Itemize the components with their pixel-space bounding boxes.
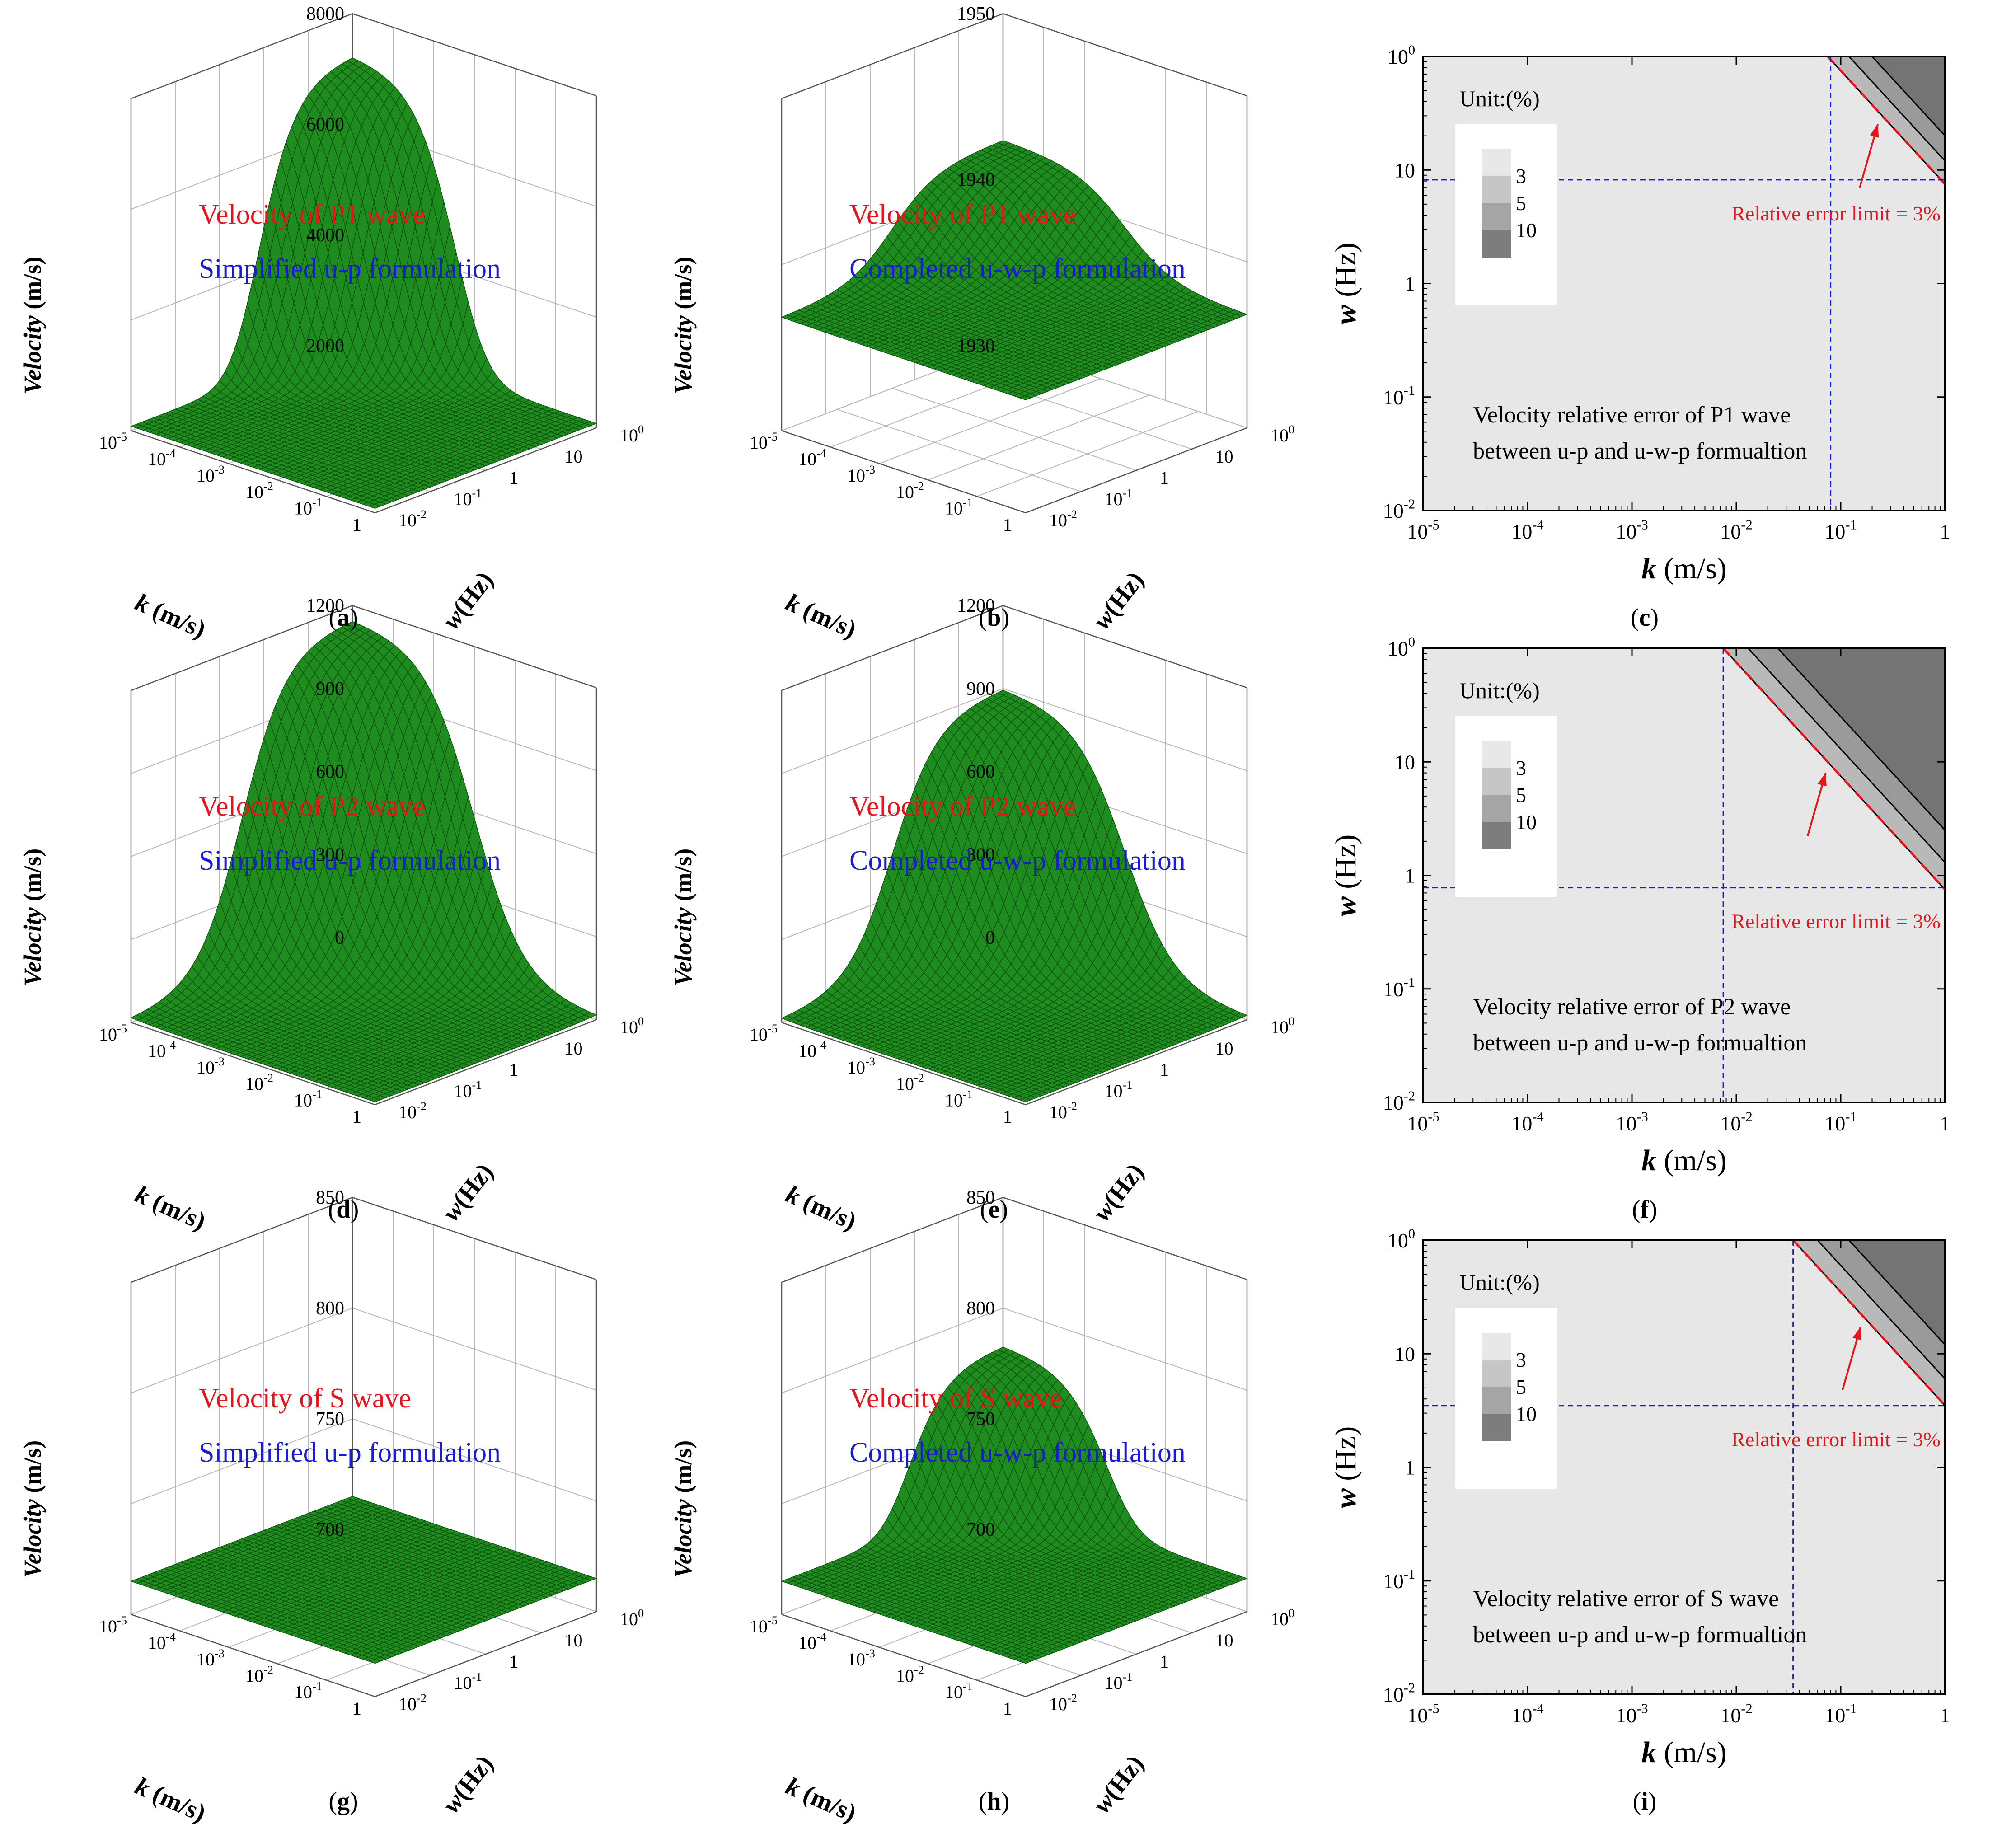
z-tick-label: 1950	[957, 4, 995, 24]
floor-gridline	[892, 388, 1137, 471]
floor-gridline	[837, 409, 1081, 492]
k-tick-label: 10-4	[148, 446, 176, 469]
legend-title: Unit:(%)	[1459, 86, 1540, 111]
axis-frame	[781, 13, 1247, 99]
z-axis-label: Velocity (m/s)	[19, 257, 46, 394]
w-tick-label: 100	[620, 422, 644, 445]
w-tick-label: 10	[1215, 446, 1233, 467]
k-tick-label: 10-5	[99, 430, 127, 453]
y-tick-label: 10-2	[1383, 496, 1415, 522]
legend-level-label: 5	[1516, 192, 1526, 215]
k-tick-label: 10-2	[245, 479, 273, 502]
w-tick-label: 1	[1160, 468, 1169, 488]
z-tick-label: 8000	[306, 4, 344, 24]
z-tick-label: 1940	[957, 170, 995, 191]
chart-title: Velocity of P1 wave	[199, 199, 425, 230]
chart-subtitle: Simplified u-p formulation	[199, 253, 501, 284]
x-axis-label: k (m/s)	[1641, 552, 1727, 585]
z-tick-label: 2000	[306, 336, 344, 356]
z-tick-label: 1930	[957, 336, 995, 356]
surface-mesh	[130, 57, 597, 509]
k-tick-label: 10-4	[798, 446, 826, 469]
chart-subtitle: between u-p and u-w-p formualtion	[1473, 438, 1807, 464]
axis-frame	[131, 13, 597, 99]
w-tick-label: 100	[1271, 422, 1294, 445]
w-tick-label: 10-2	[1049, 507, 1077, 530]
y-tick-label: 1	[1405, 272, 1415, 295]
x-tick-label: 10-2	[1720, 517, 1752, 543]
w-tick-label: 10-2	[399, 507, 427, 530]
k-tick-label: 10-1	[945, 496, 973, 519]
x-tick-label: 10-5	[1407, 517, 1439, 543]
wall-gridline	[781, 13, 1247, 99]
axis-frame	[131, 427, 597, 514]
x-tick-label: 10-1	[1824, 517, 1857, 543]
x-tick-label: 1	[1940, 520, 1950, 543]
k-tick-label: 10-3	[847, 463, 875, 486]
x-axis-label: k (m/s)	[131, 588, 210, 644]
x-tick-label: 10-4	[1511, 517, 1543, 543]
x-axis-label: k (m/s)	[782, 588, 860, 644]
chart-title: Velocity of P1 wave	[849, 199, 1076, 230]
error-limit-annotation: Relative error limit = 3%	[1731, 202, 1941, 225]
w-tick-label: 10-1	[454, 486, 482, 509]
y-tick-label: 100	[1388, 42, 1415, 68]
legend-swatch	[1482, 230, 1511, 258]
k-tick-label: 10-2	[896, 479, 924, 502]
legend-level-label: 3	[1516, 164, 1526, 188]
x-tick-label: 10-3	[1616, 517, 1648, 543]
k-tick-label: 10-5	[750, 430, 778, 453]
y-tick-label: 10	[1394, 159, 1415, 182]
k-tick-label: 1	[1003, 515, 1012, 535]
k-tick-label: 10-3	[197, 463, 225, 486]
legend-swatch	[1482, 203, 1511, 230]
legend-swatch	[1482, 149, 1511, 176]
w-tick-label: 10	[565, 446, 583, 467]
chart-subtitle: Completed u-w-p formulation	[849, 253, 1186, 284]
w-tick-label: 1	[509, 468, 518, 488]
chart-title: Velocity relative error of P1 wave	[1473, 402, 1791, 428]
surface-panel-b: 1950 1940 1930 10-5 10-4 10-3 10-2 10-1 1 10-2 10-…	[670, 4, 1294, 644]
z-tick-label: 6000	[306, 114, 344, 135]
y-axis-label: w(Hz)	[437, 566, 499, 634]
k-tick-label: 10-1	[294, 496, 322, 519]
y-axis-label: w(Hz)	[1088, 566, 1149, 634]
legend-swatch	[1482, 176, 1511, 203]
k-tick-label: 1	[352, 515, 361, 535]
contour-panel-c: 10-5 10-4 10-3 10-2 10-1 1 100 10 1 10-1 10-2 k (m/…	[1329, 42, 1950, 585]
w-tick-label: 10-1	[1105, 486, 1133, 509]
y-axis-label: w (Hz)	[1329, 243, 1362, 324]
z-axis-label: Velocity (m/s)	[670, 257, 697, 394]
legend-level-label: 10	[1516, 219, 1537, 242]
y-tick-label: 10-1	[1383, 383, 1415, 409]
